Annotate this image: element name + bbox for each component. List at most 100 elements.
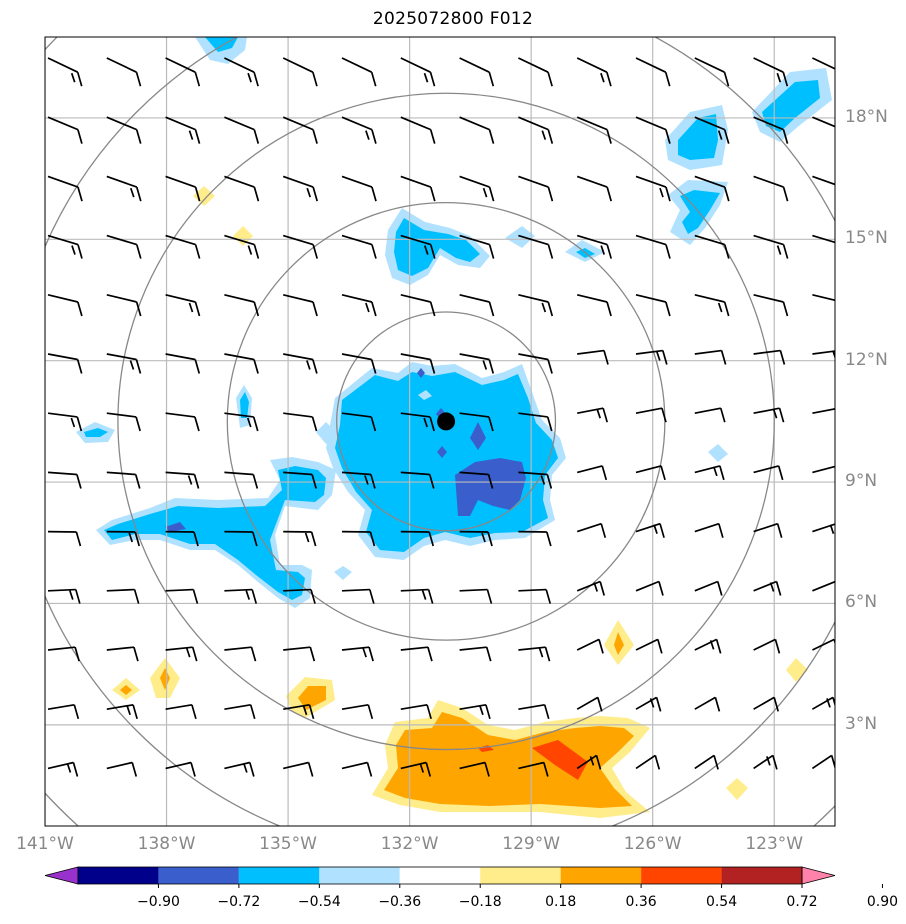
wind-barb: [224, 293, 260, 317]
wind-barb: [694, 407, 726, 423]
wind-barb: [635, 293, 671, 317]
wind-barb: [165, 57, 201, 87]
wind-barb: [635, 754, 661, 770]
wind-barb: [694, 580, 723, 596]
wind-barb: [576, 116, 612, 144]
colorbar-tick-label: −0.90: [136, 894, 180, 910]
wind-barb: [635, 175, 671, 202]
wind-barb: [165, 175, 201, 202]
wind-barb: [106, 57, 142, 87]
longitude-label: 132°W: [380, 834, 439, 854]
w-warm-patch2-core: [120, 685, 132, 695]
longitude-label: 135°W: [259, 834, 317, 854]
wind-barb: [694, 465, 725, 481]
wind-barb: [165, 588, 199, 604]
wind-barb: [165, 293, 201, 317]
central-blue-area: [335, 372, 558, 552]
wind-barb: [224, 530, 258, 547]
colorbar-segment: [560, 867, 642, 884]
storm-center-marker: [437, 412, 456, 431]
wind-barb: [400, 57, 436, 87]
wind-barb: [635, 696, 662, 712]
wind-barb: [400, 703, 432, 720]
wind-barb: [283, 471, 317, 489]
wind-barb: [694, 522, 724, 538]
wind-barb: [694, 293, 730, 317]
wind-barb: [518, 353, 553, 374]
wind-barb: [341, 412, 377, 432]
wind-barb: [341, 234, 377, 259]
wind-barb: [47, 57, 83, 87]
wind-barb: [635, 465, 666, 481]
wind-barb: [283, 761, 314, 777]
wind-barb: [224, 412, 259, 432]
wind-barb: [635, 522, 665, 538]
wind-barb: [165, 703, 197, 720]
wind-barb: [224, 353, 259, 374]
w-warm-patch1-core: [160, 668, 170, 690]
range-ring: [336, 311, 557, 532]
wind-barb: [106, 234, 142, 259]
wind-barb: [47, 234, 83, 259]
longitude-label: 141°W: [16, 834, 74, 854]
w-warm-patch3: [193, 186, 215, 206]
wind-barb: [106, 703, 138, 720]
colorbar: [44, 866, 883, 888]
wind-barb: [282, 175, 319, 202]
wind-barb: [400, 116, 436, 144]
wind-barb: [400, 234, 436, 259]
wind-barb: [812, 407, 835, 415]
colorbar-tick-label: 0.54: [705, 894, 738, 910]
wind-barb: [459, 412, 494, 432]
latitude-label: 3°N: [845, 713, 878, 734]
range-ring: [226, 201, 666, 641]
wind-barb: [518, 293, 554, 317]
wind-barb: [165, 234, 201, 259]
wind-barb: [577, 349, 609, 365]
wind-barb: [576, 234, 612, 259]
wind-barb: [518, 530, 552, 547]
colorbar-outline: [77, 866, 803, 885]
wind-barb: [341, 703, 374, 720]
wind-barb: [47, 353, 83, 374]
wind-barb: [518, 703, 550, 720]
negative-anomaly-fields: [76, 37, 832, 608]
wind-barb: [341, 761, 373, 777]
wind-barb: [283, 293, 318, 317]
wind-barb: [400, 530, 435, 547]
west-small-patch3: [316, 422, 338, 444]
wind-barb: [459, 234, 495, 259]
wind-barb: [518, 646, 551, 662]
wind-barb: [635, 638, 663, 654]
wind-barb: [753, 175, 789, 202]
wind-barb: [341, 175, 377, 202]
wind-barb: [224, 234, 260, 259]
wind-barb: [576, 465, 608, 481]
wind-barb: [106, 761, 138, 777]
wind-barb: [165, 116, 201, 144]
wind-barb: [165, 353, 201, 374]
wind-barb: [811, 696, 835, 710]
wind-barb: [106, 353, 142, 374]
wind-barb: [694, 754, 719, 770]
wind-barb: [283, 530, 317, 547]
wind-barb: [283, 703, 315, 720]
wind-barb: [341, 588, 375, 604]
wind-barb: [694, 175, 730, 202]
wind-barb: [283, 353, 318, 374]
wind-barb: [753, 349, 786, 365]
west-small-patch1-core: [84, 428, 108, 437]
wind-barb: [459, 471, 494, 489]
wind-barb: [47, 703, 80, 720]
map-frame: [44, 36, 836, 827]
colorbar-tick-label: −0.18: [458, 894, 502, 910]
wind-barb: [635, 116, 671, 144]
wind-barb: [576, 175, 613, 202]
e-warm-patch2: [786, 658, 808, 682]
wind-barb: [341, 530, 376, 547]
wind-barb: [812, 638, 835, 651]
e-warm-patch3: [726, 778, 748, 800]
